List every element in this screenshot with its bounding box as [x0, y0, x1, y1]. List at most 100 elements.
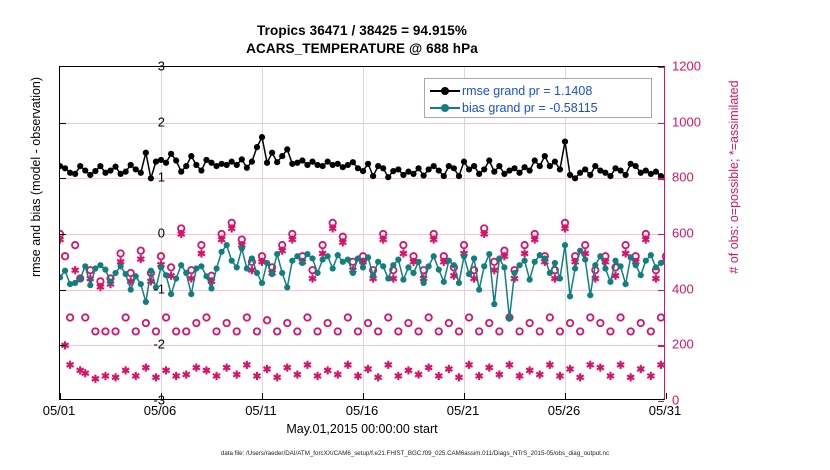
y-tickmark-left [60, 289, 66, 291]
y-tick-left--3: -3 [153, 392, 165, 408]
obs-assimilated-marker [616, 360, 625, 369]
data-point [152, 158, 160, 165]
data-point [92, 168, 99, 175]
legend-item-bias[interactable]: bias grand pr = -0.58115 [430, 99, 646, 116]
data-point [263, 159, 271, 166]
data-point [228, 257, 235, 264]
x-tickmark [161, 393, 162, 399]
obs-possible-marker [485, 318, 494, 328]
y-tick-right-800: 800 [672, 169, 694, 185]
x-tick-05-21: 05/21 [446, 403, 480, 418]
obs-assimilated-marker [323, 366, 332, 375]
data-point [173, 275, 180, 282]
data-point [168, 291, 175, 298]
obs-assimilated-marker [96, 282, 105, 291]
data-point [566, 171, 574, 179]
data-point [455, 173, 463, 180]
data-point [516, 169, 523, 176]
data-point [551, 158, 558, 165]
data-point [157, 264, 165, 271]
data-point [612, 165, 619, 172]
obs-assimilated-marker [192, 363, 201, 372]
data-point [657, 259, 664, 267]
plot-inner [60, 67, 664, 399]
data-point [168, 150, 175, 157]
x-tickmark [363, 393, 364, 399]
obs-assimilated-marker [76, 366, 85, 375]
y-tickmark-right [658, 401, 664, 403]
obs-possible-marker [545, 313, 554, 322]
obs-assimilated-marker [495, 370, 504, 379]
obs-assimilated-marker [560, 224, 570, 233]
data-point [385, 275, 392, 282]
obs-gridline [60, 178, 664, 180]
data-point [299, 157, 306, 164]
obs-possible-marker [459, 241, 469, 250]
obs-possible-marker [167, 263, 176, 272]
obs-assimilated-marker [338, 238, 347, 247]
y-tick-left-3: 3 [157, 58, 165, 74]
legend-label-rmse: rmse grand pr = 1.1408 [462, 83, 593, 98]
data-point [243, 265, 250, 272]
y-tick-right-600: 600 [672, 225, 694, 241]
data-point [354, 255, 362, 262]
obs-possible-marker [374, 327, 383, 336]
obs-possible-marker [646, 327, 655, 336]
data-point [309, 158, 316, 165]
data-point [314, 161, 321, 169]
obs-possible-marker [626, 327, 635, 336]
obs-possible-marker [586, 313, 595, 322]
data-point [375, 162, 382, 170]
data-point [415, 165, 422, 172]
data-point [546, 162, 553, 170]
obs-possible-marker [242, 313, 251, 322]
data-point [410, 170, 417, 177]
legend-item-rmse[interactable]: rmse grand pr = 1.1408 [430, 82, 646, 99]
data-point [455, 279, 463, 287]
chart-title: Tropics 36471 / 38425 = 94.915% ACARS_TE… [59, 22, 665, 58]
obs-possible-marker [475, 327, 484, 336]
data-point [617, 263, 624, 270]
data-point [274, 250, 281, 258]
data-point [269, 149, 276, 156]
data-point [208, 159, 215, 166]
data-point [223, 242, 230, 249]
obs-assimilated-marker [217, 235, 226, 244]
data-point [622, 171, 629, 179]
obs-assimilated-marker [414, 370, 423, 379]
data-point [410, 269, 417, 277]
title-line-2: ACARS_TEMPERATURE @ 688 hPa [246, 41, 478, 56]
y-tickmark-right [658, 67, 664, 69]
obs-assimilated-marker [283, 363, 292, 372]
obs-possible-marker [60, 252, 70, 261]
obs-assimilated-marker [545, 360, 554, 369]
obs-assimilated-marker [177, 229, 186, 239]
obs-assimilated-marker [480, 229, 489, 239]
data-point [208, 285, 215, 292]
data-point [587, 292, 594, 299]
data-point [213, 265, 220, 272]
obs-assimilated-marker [475, 371, 484, 381]
x-tick-05-11: 05/11 [245, 403, 277, 418]
obs-possible-marker [81, 313, 90, 322]
vertical-gridline [262, 67, 263, 399]
obs-possible-marker [343, 313, 352, 322]
data-point [506, 167, 513, 174]
data-point [597, 167, 604, 174]
data-point [425, 166, 432, 173]
data-point [339, 164, 346, 171]
data-point [339, 258, 346, 265]
data-point [243, 164, 250, 171]
data-point [491, 168, 498, 175]
data-point [274, 159, 281, 166]
obs-assimilated-marker [313, 371, 322, 381]
obs-possible-marker [308, 266, 317, 275]
data-point [92, 265, 99, 272]
obs-assimilated-marker [182, 370, 191, 379]
data-point [72, 170, 79, 177]
obs-assimilated-marker [71, 266, 80, 275]
legend[interactable]: rmse grand pr = 1.1408 bias grand pr = -… [424, 78, 652, 118]
plot-area[interactable] [59, 66, 667, 403]
data-point [471, 255, 478, 262]
data-point [112, 163, 119, 170]
